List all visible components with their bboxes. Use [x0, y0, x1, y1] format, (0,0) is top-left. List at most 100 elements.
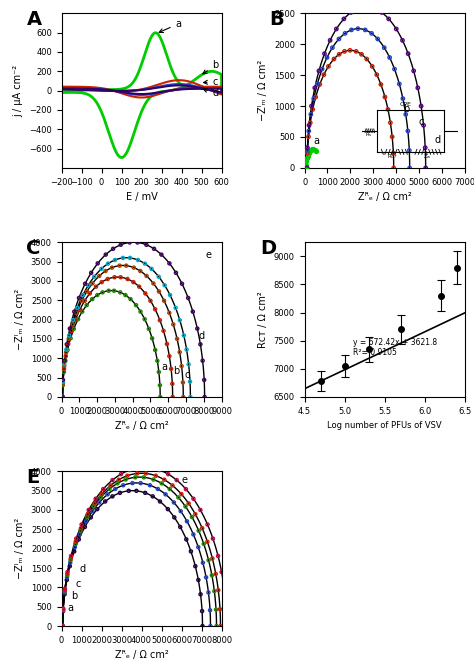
Point — [60, 364, 68, 374]
Point — [117, 469, 125, 479]
Point — [302, 159, 310, 170]
Point — [169, 378, 176, 389]
Point — [63, 339, 71, 349]
Point — [104, 258, 112, 269]
Point — [134, 255, 142, 266]
Point — [61, 587, 68, 598]
Point — [404, 126, 411, 136]
Point — [128, 478, 136, 488]
Point — [73, 302, 81, 313]
Point — [61, 585, 69, 596]
Point — [59, 375, 67, 386]
Point — [321, 48, 328, 59]
Text: b: b — [72, 591, 78, 601]
Point — [185, 359, 192, 370]
Point — [83, 512, 91, 523]
Point — [59, 604, 67, 615]
Point — [87, 512, 95, 523]
Point — [169, 480, 176, 491]
Point — [156, 315, 164, 326]
Point — [190, 494, 197, 504]
Point — [122, 290, 129, 301]
Point — [83, 286, 91, 297]
Point — [111, 255, 118, 266]
Point — [410, 66, 418, 76]
Point — [61, 355, 68, 366]
Point — [201, 391, 209, 402]
Point — [81, 522, 89, 532]
Point — [64, 345, 71, 355]
Point — [122, 474, 129, 485]
Point — [154, 484, 162, 494]
Point — [93, 504, 101, 515]
Text: d: d — [435, 135, 441, 145]
Point — [302, 163, 310, 173]
Point — [152, 471, 160, 481]
Point — [183, 516, 191, 527]
Point — [180, 330, 188, 341]
Point — [66, 558, 74, 568]
Point — [70, 324, 78, 334]
Point — [169, 391, 176, 402]
Point — [188, 512, 196, 523]
Point — [111, 484, 119, 494]
Point — [205, 555, 212, 565]
Point — [218, 567, 226, 577]
Point — [85, 505, 92, 515]
Point — [101, 496, 109, 507]
Point — [151, 345, 159, 355]
Point — [187, 546, 195, 557]
Point — [148, 264, 155, 274]
Point — [117, 287, 124, 298]
Point — [381, 42, 388, 53]
Point — [143, 271, 150, 281]
Text: c: c — [419, 117, 424, 127]
Point — [137, 478, 145, 488]
Point — [59, 603, 67, 614]
Point — [341, 46, 348, 57]
Point — [311, 145, 319, 156]
Point — [421, 142, 429, 153]
Point — [93, 290, 101, 301]
Point — [312, 92, 319, 102]
Point — [150, 278, 157, 289]
Point — [340, 14, 348, 24]
Point — [78, 295, 85, 306]
Point — [61, 359, 68, 370]
Point — [355, 3, 362, 14]
Point — [61, 589, 68, 600]
Point — [199, 558, 207, 568]
Point — [305, 132, 312, 142]
Point — [72, 315, 79, 326]
Point — [137, 306, 144, 317]
Point — [156, 380, 164, 391]
Point — [61, 586, 69, 596]
Point — [150, 244, 158, 254]
Point — [368, 61, 376, 72]
Point — [133, 486, 140, 496]
Point — [312, 146, 319, 157]
Point — [74, 314, 82, 324]
Point — [352, 46, 360, 57]
Point — [143, 239, 150, 250]
Point — [208, 570, 216, 581]
Point — [81, 295, 89, 306]
Point — [315, 66, 323, 76]
Point — [142, 468, 150, 478]
Point — [164, 469, 172, 479]
Point — [155, 286, 163, 297]
Point — [82, 516, 90, 527]
Point — [73, 533, 80, 544]
Point — [222, 603, 230, 614]
Point — [209, 533, 217, 544]
X-axis label: E / mV: E / mV — [126, 192, 157, 202]
Point — [59, 621, 66, 631]
Point — [132, 300, 140, 310]
Point — [402, 109, 410, 120]
Y-axis label: −Zᴵₘ / Ω cm²: −Zᴵₘ / Ω cm² — [15, 518, 25, 579]
Point — [106, 484, 113, 494]
Point — [84, 509, 91, 519]
Point — [136, 463, 144, 473]
Point — [199, 523, 206, 534]
Y-axis label: −Zᴵₘ / Ω cm²: −Zᴵₘ / Ω cm² — [15, 289, 25, 350]
